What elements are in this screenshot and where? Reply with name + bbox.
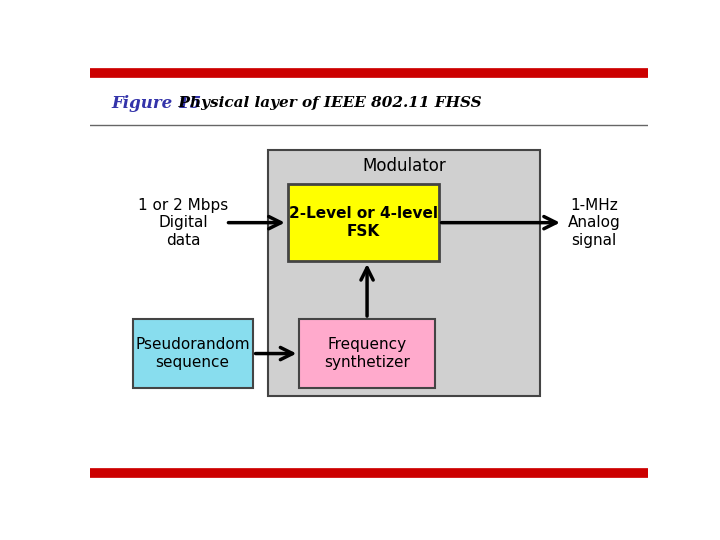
FancyBboxPatch shape bbox=[132, 319, 253, 388]
FancyBboxPatch shape bbox=[269, 150, 539, 396]
Text: 2-Level or 4-level
FSK: 2-Level or 4-level FSK bbox=[289, 206, 438, 239]
FancyBboxPatch shape bbox=[287, 184, 438, 261]
Text: 1-MHz
Analog
signal: 1-MHz Analog signal bbox=[567, 198, 620, 247]
Text: Modulator: Modulator bbox=[362, 158, 446, 176]
Text: Figure 15: Figure 15 bbox=[112, 95, 202, 112]
FancyBboxPatch shape bbox=[300, 319, 435, 388]
Text: Physical layer of IEEE 802.11 FHSS: Physical layer of IEEE 802.11 FHSS bbox=[168, 96, 481, 110]
Text: Frequency
synthetizer: Frequency synthetizer bbox=[324, 338, 410, 370]
Text: 1 or 2 Mbps
Digital
data: 1 or 2 Mbps Digital data bbox=[138, 198, 228, 247]
Text: Pseudorandom
sequence: Pseudorandom sequence bbox=[135, 338, 250, 370]
